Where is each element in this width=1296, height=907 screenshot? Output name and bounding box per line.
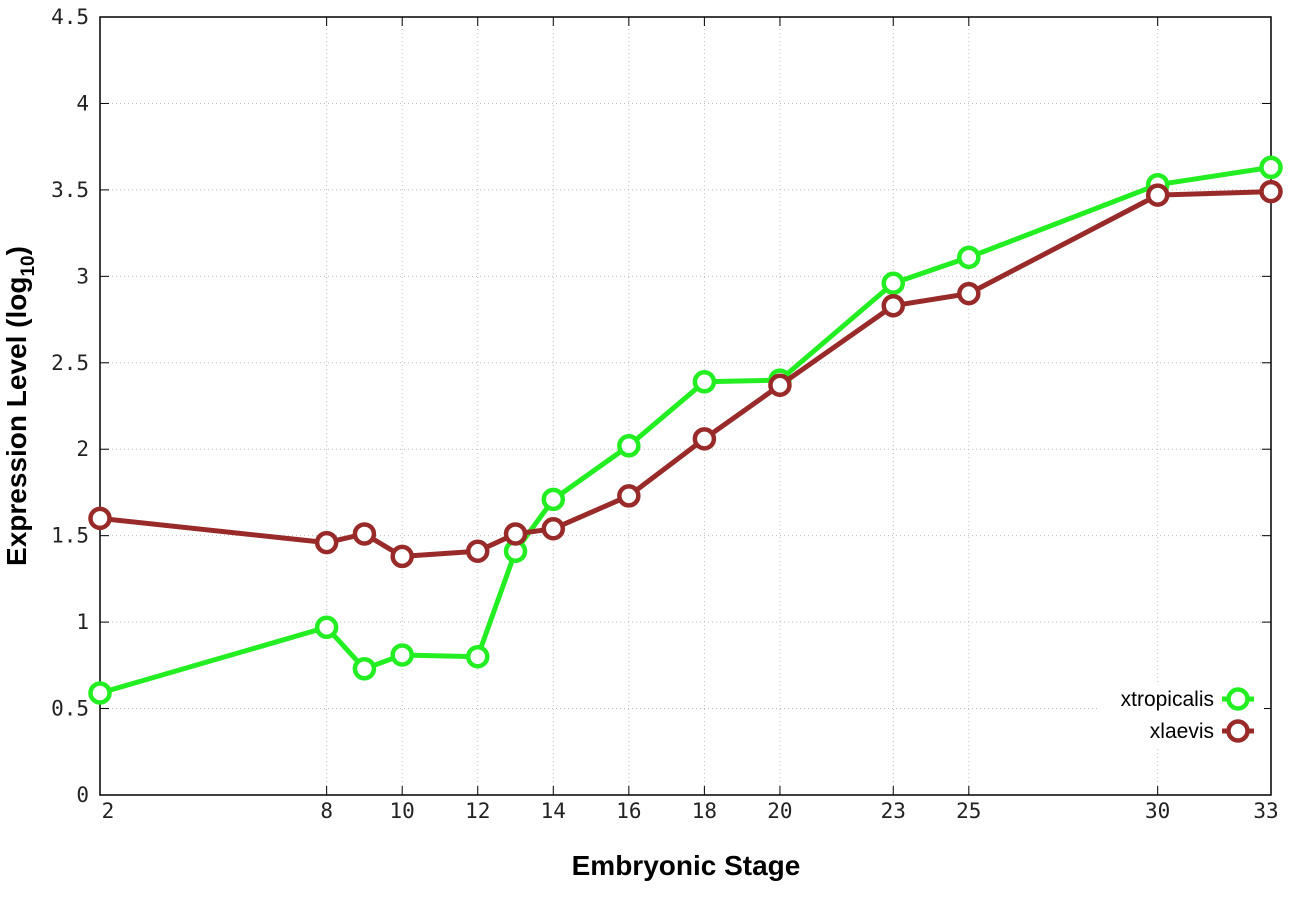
data-point: [314, 530, 339, 555]
data-point: [503, 522, 528, 546]
x-axis-title: Embryonic Stage: [572, 850, 801, 881]
legend-label: xlaevis: [1150, 720, 1214, 743]
grid-layer: [100, 17, 1271, 795]
x-tick-label: 23: [881, 799, 906, 823]
series-line: [99, 189, 1272, 559]
y-tick-label: 0.5: [51, 697, 89, 721]
x-tick-label: 25: [956, 799, 981, 823]
data-point: [88, 506, 112, 531]
data-point: [465, 539, 490, 563]
plot-frame: [99, 16, 1272, 796]
x-tick-label: 14: [541, 799, 566, 823]
y-tick-label: 4: [76, 91, 89, 115]
data-point: [881, 271, 906, 295]
y-tick-label: 0: [76, 783, 89, 807]
data-point: [1259, 179, 1283, 204]
series-line: [99, 164, 1272, 696]
legend-swatch-marker: [1226, 719, 1250, 743]
legend-swatch-marker: [1226, 687, 1250, 711]
data-point: [617, 484, 641, 508]
data-point: [957, 281, 981, 306]
data-point: [1259, 155, 1283, 180]
data-point: [352, 657, 377, 681]
data-point: [768, 373, 792, 398]
y-tick-label: 2.5: [51, 351, 89, 375]
y-tick-label: 2: [76, 437, 89, 461]
data-point: [541, 487, 566, 512]
data-point: [692, 427, 717, 451]
x-tick-label: 16: [616, 799, 641, 823]
data-point: [390, 544, 414, 569]
y-axis-title-close: ): [1, 246, 32, 255]
x-tick-label: 18: [692, 799, 717, 823]
data-point: [88, 681, 112, 705]
x-tick-label: 20: [767, 799, 792, 823]
y-tick-label: 3: [76, 264, 89, 288]
x-tick-label: 12: [465, 799, 490, 823]
data-point: [617, 434, 641, 458]
series-xtropicalis: [88, 155, 1283, 705]
axis-layer: 0 0.5 1 1.5 2 2.5 3 3.5 4 4.5 2 8 10 12 14 16 18 20 23 25 30…: [51, 5, 1279, 823]
legend: xtropicalis xlaevis: [1098, 682, 1264, 748]
legend-label: xtropicalis: [1121, 688, 1214, 711]
x-tick-label: 2: [102, 799, 115, 823]
data-point: [465, 644, 490, 669]
x-tick-label: 10: [390, 799, 415, 823]
x-tick-label: 8: [320, 799, 333, 823]
data-point: [881, 293, 906, 318]
data-point: [957, 245, 981, 270]
x-tick-label: 30: [1145, 799, 1170, 823]
y-axis-title: Expression Level (log10): [1, 246, 39, 566]
y-tick-label: 1: [76, 610, 89, 634]
data-point: [1145, 183, 1170, 207]
data-point: [314, 615, 339, 640]
y-tick-label: 4.5: [51, 5, 89, 29]
y-axis-title-main: Expression Level (log: [1, 277, 32, 566]
series-xlaevis: [88, 179, 1283, 569]
data-point: [692, 370, 717, 394]
y-axis-title-subscript: 10: [18, 255, 39, 276]
y-tick-label: 3.5: [51, 178, 89, 202]
y-tick-label: 1.5: [51, 524, 89, 548]
x-tick-label: 33: [1253, 799, 1278, 823]
data-point: [390, 643, 414, 667]
series-layer: [88, 155, 1283, 705]
data-point: [541, 517, 566, 541]
data-point: [352, 522, 377, 546]
